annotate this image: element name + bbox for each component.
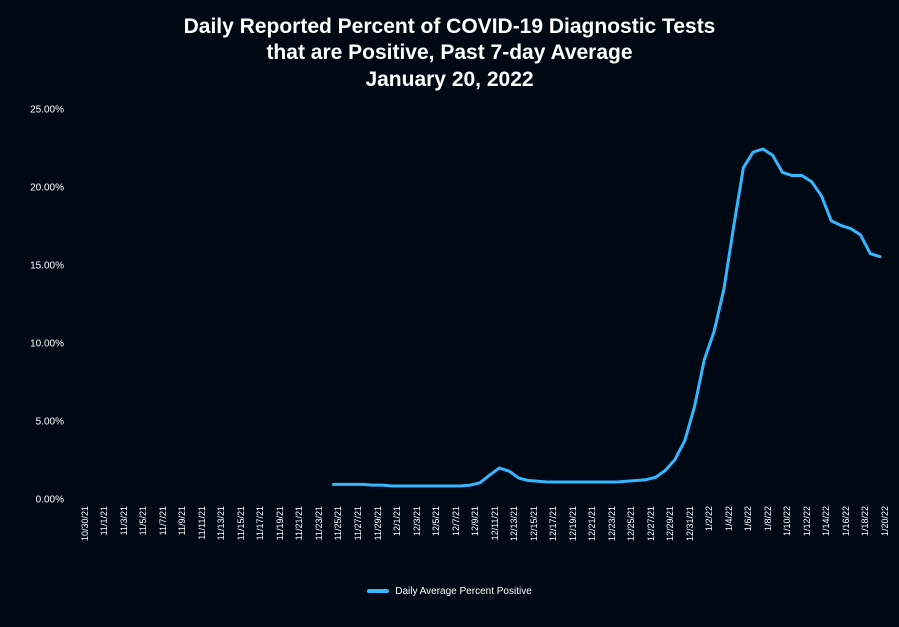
- legend: Daily Average Percent Positive: [0, 585, 899, 597]
- x-axis-label: 12/3/21: [412, 500, 422, 536]
- x-axis-label: 12/27/21: [646, 500, 656, 541]
- x-axis-label: 11/15/21: [236, 500, 246, 540]
- x-axis-label: 11/11/21: [197, 500, 207, 540]
- x-axis-label: 12/15/21: [529, 500, 539, 541]
- y-axis-label: 5.00%: [36, 417, 70, 428]
- plot-area: 0.00%5.00%10.00%15.00%20.00%25.00%10/30/…: [70, 110, 880, 500]
- x-axis-label: 1/8/22: [763, 500, 773, 531]
- series-line: [333, 149, 880, 486]
- x-axis-label: 10/30/21: [80, 500, 90, 541]
- x-axis-label: 1/10/22: [782, 500, 792, 536]
- x-axis-label: 12/21/21: [587, 500, 597, 541]
- y-axis-label: 25.00%: [30, 105, 70, 116]
- x-axis-label: 12/9/21: [470, 500, 480, 536]
- x-axis-label: 12/25/21: [626, 500, 636, 541]
- x-axis-label: 11/3/21: [119, 500, 129, 535]
- x-axis-label: 11/19/21: [275, 500, 285, 540]
- x-axis-label: 12/1/21: [392, 500, 402, 536]
- x-axis-label: 12/17/21: [548, 500, 558, 541]
- y-axis-label: 20.00%: [30, 183, 70, 194]
- x-axis-label: 1/14/22: [821, 500, 831, 536]
- x-axis-label: 11/25/21: [333, 500, 343, 540]
- chart-container: Daily Reported Percent of COVID-19 Diagn…: [0, 0, 899, 627]
- x-axis-label: 11/9/21: [177, 500, 187, 535]
- y-axis-label: 0.00%: [36, 495, 70, 506]
- legend-label: Daily Average Percent Positive: [395, 586, 532, 597]
- x-axis-label: 12/7/21: [451, 500, 461, 536]
- y-axis-label: 10.00%: [30, 339, 70, 350]
- x-axis-label: 11/29/21: [373, 500, 383, 540]
- x-axis-label: 11/17/21: [255, 500, 265, 540]
- x-axis-label: 1/2/22: [704, 500, 714, 531]
- x-axis-label: 11/7/21: [158, 500, 168, 535]
- x-axis-label: 12/31/21: [685, 500, 695, 541]
- y-axis-label: 15.00%: [30, 261, 70, 272]
- x-axis-label: 1/12/22: [802, 500, 812, 536]
- x-axis-label: 12/11/21: [490, 500, 500, 540]
- x-axis-label: 11/23/21: [314, 500, 324, 540]
- x-axis-label: 12/5/21: [431, 500, 441, 536]
- chart-title: Daily Reported Percent of COVID-19 Diagn…: [0, 14, 899, 93]
- x-axis-label: 11/1/21: [99, 500, 109, 535]
- x-axis-label: 11/27/21: [353, 500, 363, 540]
- x-axis-label: 11/21/21: [294, 500, 304, 540]
- line-path-svg: [70, 110, 880, 500]
- x-axis-label: 12/19/21: [568, 500, 578, 541]
- x-axis-label: 1/20/22: [880, 500, 890, 536]
- legend-swatch: [367, 589, 389, 593]
- x-axis-label: 12/23/21: [607, 500, 617, 541]
- x-axis-label: 12/29/21: [665, 500, 675, 541]
- x-axis-label: 11/13/21: [216, 500, 226, 540]
- x-axis-label: 1/18/22: [860, 500, 870, 536]
- x-axis-label: 1/6/22: [743, 500, 753, 531]
- x-axis-label: 1/4/22: [724, 500, 734, 531]
- x-axis-label: 1/16/22: [841, 500, 851, 536]
- x-axis-label: 12/13/21: [509, 500, 519, 541]
- x-axis-label: 11/5/21: [138, 500, 148, 535]
